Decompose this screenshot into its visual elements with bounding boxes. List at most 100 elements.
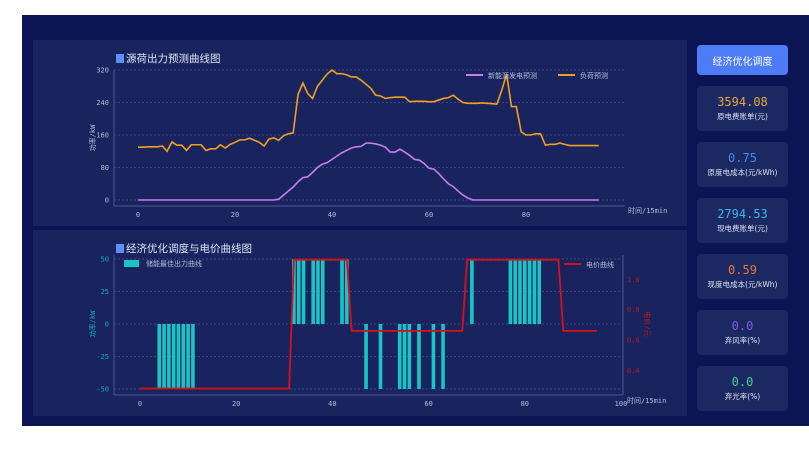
storage-bar xyxy=(407,324,412,389)
x-tick-label: 60 xyxy=(424,400,432,408)
title-marker-icon xyxy=(116,54,124,63)
storage-bar xyxy=(532,259,537,324)
storage-bar xyxy=(513,259,517,324)
y-tick-label: 80 xyxy=(101,164,109,172)
metric-value: 2794.53 xyxy=(717,207,768,221)
metric-label: 原度电成本(元/kWh) xyxy=(707,168,778,177)
metric-label: 原电费账单(元) xyxy=(717,112,768,121)
storage-bar xyxy=(470,259,474,324)
storage-bar xyxy=(167,324,171,389)
metric-label: 弃风率(%) xyxy=(724,336,761,345)
y-tick-label: 50 xyxy=(101,256,109,264)
storage-bar xyxy=(340,259,344,324)
storage-bar xyxy=(378,324,383,389)
metric-label: 现度电成本(元/kWh) xyxy=(707,280,778,289)
storage-bar xyxy=(171,324,176,389)
storage-bar xyxy=(316,259,320,324)
storage-bar xyxy=(537,259,542,324)
storage-bar xyxy=(176,324,181,389)
y-tick-label: 160 xyxy=(96,132,109,140)
metric-value: 3594.08 xyxy=(717,95,768,109)
storage-bar xyxy=(162,324,166,389)
source-load-forecast-panel: 源荷出力预测曲线图 0 80 160 240 320 0 20 40 60 80 时间/15min 功… xyxy=(33,40,687,226)
storage-bar xyxy=(345,259,349,324)
y-axis-label: 功率/kW xyxy=(88,310,97,337)
dispatch-price-panel: 经济优化调度与电价曲线图 -50 -25 0 25 50 0.4 0.6 0.8 1.0 0 20 4… xyxy=(33,230,687,416)
storage-bar xyxy=(186,324,190,389)
storage-bar xyxy=(364,324,368,389)
x-tick-label: 40 xyxy=(328,400,336,408)
x-tick-label: 20 xyxy=(232,400,240,408)
chart2-title-text: 经济优化调度与电价曲线图 xyxy=(126,243,252,255)
metric-card: 3594.08 原电费账单(元) xyxy=(697,86,788,131)
storage-bar xyxy=(527,259,532,324)
storage-bar xyxy=(301,259,306,324)
y2-tick-label: 0.8 xyxy=(627,306,640,314)
legend-swatch xyxy=(124,260,139,267)
storage-bar xyxy=(292,259,296,324)
storage-bar xyxy=(191,324,195,389)
storage-bar xyxy=(431,324,436,389)
legend-label: 电价曲线 xyxy=(586,260,614,269)
metric-card: 0.0 弃光率(%) xyxy=(697,366,788,411)
legend-label: 负荷预测 xyxy=(580,71,608,80)
chart1-title: 源荷出力预测曲线图 xyxy=(116,51,221,66)
metric-value: 0.0 xyxy=(731,319,754,333)
y-tick-label: 25 xyxy=(101,288,109,296)
metric-label: 现电费账单(元) xyxy=(717,224,768,233)
storage-bar xyxy=(320,259,325,324)
metric-card: 0.75 原度电成本(元/kWh) xyxy=(697,142,788,187)
storage-bar xyxy=(518,259,522,324)
pv-forecast-line xyxy=(138,142,599,201)
storage-bar xyxy=(397,324,402,389)
metric-value: 0.59 xyxy=(728,263,757,277)
chart2-title: 经济优化调度与电价曲线图 xyxy=(116,241,252,256)
y2-tick-label: 0.6 xyxy=(627,337,640,345)
optimize-dispatch-button[interactable]: 经济优化调度 xyxy=(697,45,788,75)
metric-value: 0.0 xyxy=(731,375,754,389)
y2-tick-label: 1.0 xyxy=(627,276,640,284)
x-axis-label: 时间/15min xyxy=(628,206,667,215)
x-tick-label: 0 xyxy=(138,400,142,408)
price-line xyxy=(140,258,597,390)
x-tick-label: 60 xyxy=(425,211,433,219)
metric-card: 0.59 现度电成本(元/kWh) xyxy=(697,254,788,299)
metric-card: 2794.53 现电费账单(元) xyxy=(697,198,788,243)
storage-bar xyxy=(157,324,162,389)
y-axis-label: 功率/kW xyxy=(88,124,97,151)
x-axis-label: 时间/15min xyxy=(627,396,666,405)
y-tick-label: 0 xyxy=(105,321,109,329)
x-tick-label: 20 xyxy=(231,211,239,219)
storage-bar xyxy=(181,324,186,389)
y-tick-label: 320 xyxy=(96,67,109,75)
metric-card: 0.0 弃风率(%) xyxy=(697,310,788,355)
storage-bar xyxy=(311,259,315,324)
storage-bar xyxy=(523,259,527,324)
x-tick-label: 0 xyxy=(136,211,140,219)
y-tick-label: -25 xyxy=(96,353,109,361)
chart1-title-text: 源荷出力预测曲线图 xyxy=(126,53,221,65)
x-tick-label: 80 xyxy=(521,400,529,408)
x-tick-label: 80 xyxy=(522,211,530,219)
storage-bar xyxy=(296,259,301,324)
dashboard: 源荷出力预测曲线图 0 80 160 240 320 0 20 40 60 80 时间/15min 功… xyxy=(22,15,809,426)
y-tick-label: 240 xyxy=(96,99,109,107)
y2-tick-label: 0.4 xyxy=(627,367,640,375)
storage-bar xyxy=(508,259,513,324)
x-tick-label: 40 xyxy=(328,211,336,219)
legend-label: 储能最佳出力曲线 xyxy=(146,259,202,268)
title-marker-icon xyxy=(116,244,124,253)
metrics-sidebar: 经济优化调度 3594.08 原电费账单(元) 0.75 原度电成本(元/kWh) 27… xyxy=(697,45,788,422)
load-forecast-line xyxy=(138,68,599,153)
y2-axis-label: 电价/元 xyxy=(643,311,652,336)
y-tick-label: -50 xyxy=(96,386,109,394)
forecast-chart: 0 80 160 240 320 0 20 40 60 80 时间/15min 功率/kW 新能源发电预… xyxy=(88,67,667,220)
legend-label: 新能源发电预测 xyxy=(488,71,537,80)
y-tick-label: 0 xyxy=(105,197,109,205)
storage-bar xyxy=(417,324,421,389)
x-tick-label: 100 xyxy=(615,400,628,408)
metric-value: 0.75 xyxy=(728,151,757,165)
storage-bar xyxy=(402,324,407,389)
dispatch-chart: -50 -25 0 25 50 0.4 0.6 0.8 1.0 0 20 40 60 80 100 时间/15… xyxy=(88,255,666,408)
storage-bar xyxy=(441,324,445,389)
